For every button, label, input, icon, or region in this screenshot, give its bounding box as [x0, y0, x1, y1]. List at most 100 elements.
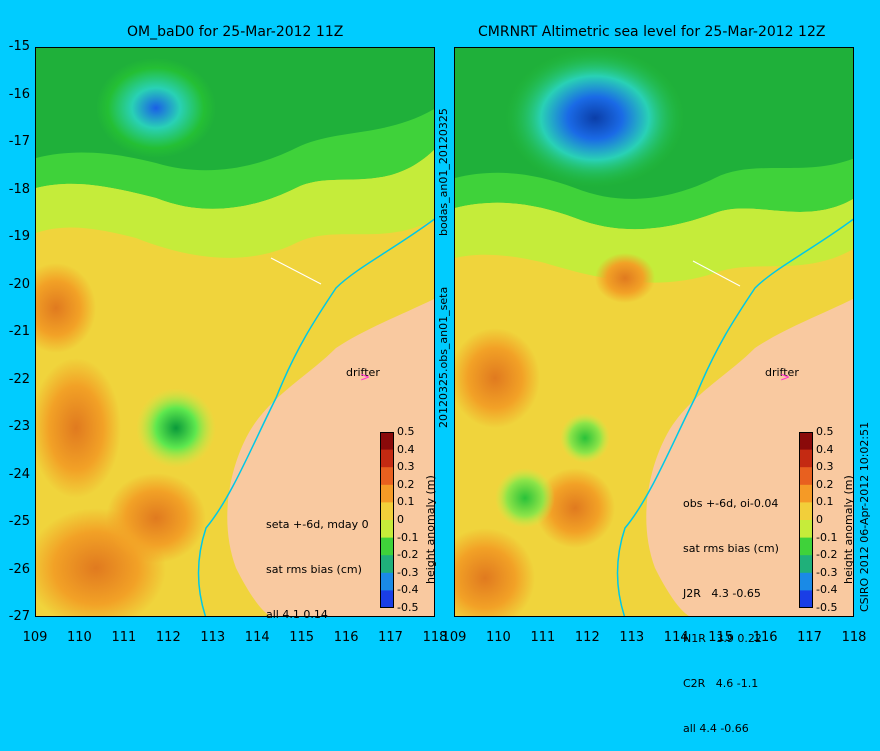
y-tick-label: -26: [8, 561, 30, 577]
colorbar-tick-label: 0.2: [397, 477, 415, 491]
x-tick-label: 112: [155, 630, 181, 645]
y-tick-label: -15: [8, 39, 30, 54]
colorbar-segment: [799, 537, 813, 556]
left-stats-line: seta +-6d, mday 0: [266, 518, 369, 531]
right-stats-line: all 4.4 -0.66: [683, 722, 749, 735]
left-colorbar: [380, 432, 394, 608]
colorbar-segment: [380, 520, 394, 539]
x-tick-label: 111: [530, 630, 556, 645]
colorbar-border: [380, 432, 394, 608]
left-stats-line: sat rms bias (cm): [266, 563, 362, 576]
colorbar-segment: [799, 520, 813, 539]
x-tick-label: 113: [619, 630, 645, 645]
right-stats-line: J2R 4.3 -0.65: [683, 587, 761, 600]
colorbar-tick-label: -0.1: [397, 530, 419, 544]
right-stats-line: N1R 3.9 0.22: [683, 632, 762, 645]
x-tick-label: 112: [574, 630, 600, 645]
colorbar-segment: [799, 502, 813, 521]
y-tick-label: -20: [8, 276, 30, 292]
colorbar-tick-label: -0.3: [816, 565, 838, 579]
y-tick-label: -19: [8, 229, 30, 244]
colorbar-tick-label: -0.4: [816, 583, 838, 597]
x-tick-label: 118: [841, 630, 867, 645]
colorbar-segment: [380, 572, 394, 591]
x-tick-label: 114: [244, 630, 270, 645]
colorbar-segment: [799, 572, 813, 591]
left-map-field: [36, 48, 434, 616]
x-tick-label: 115: [289, 630, 315, 645]
colorbar-tick-label: 0.4: [816, 442, 834, 456]
x-tick-label: 116: [333, 630, 359, 645]
x-tick-label: 110: [486, 630, 511, 645]
y-tick-label: -25: [8, 514, 30, 529]
colorbar-tick-label: 0.3: [816, 460, 834, 474]
y-tick-label: -23: [8, 419, 30, 434]
colorbar-segment: [799, 449, 813, 468]
colorbar-segment: [380, 432, 394, 451]
x-tick-label: 117: [797, 630, 822, 645]
credit-label: CSIRO 2012 06-Apr-2012 10:02:51: [858, 421, 871, 612]
colorbar-tick-label: 0.1: [816, 495, 834, 509]
y-tick-label: -17: [8, 134, 30, 149]
right-stats-line: obs +-6d, oi-0.04: [683, 497, 779, 510]
colorbar-segment: [380, 502, 394, 521]
colorbar-tick-label: -0.4: [397, 583, 419, 597]
right-drifter-marker: >: [780, 370, 791, 384]
colorbar-segment: [799, 467, 813, 486]
colorbar-tick-label: -0.3: [397, 565, 419, 579]
colorbar-segment: [380, 555, 394, 574]
colorbar-tick-label: -0.5: [397, 601, 419, 614]
colorbar-tick-label: 0.4: [397, 442, 415, 456]
middle-label-bottom: 20120325.obs_an01_seta: [437, 286, 450, 428]
right-colorbar: [799, 432, 813, 608]
right-colorbar-label: height anomaly (m): [842, 475, 855, 584]
left-drifter-label: drifter: [346, 366, 380, 379]
colorbar-segment: [799, 432, 813, 451]
left-colorbar-label: height anomaly (m): [424, 475, 437, 584]
left-drifter-marker: >: [360, 370, 371, 384]
right-stats-line: C2R 4.6 -1.1: [683, 677, 759, 690]
colorbar-segment: [799, 590, 813, 608]
colorbar-tick-label: -0.5: [816, 601, 838, 614]
x-tick-label: 109: [22, 630, 48, 645]
x-tick-label: 118: [422, 630, 448, 645]
right-stats-line: sat rms bias (cm): [683, 542, 779, 555]
left-stats-line: all 4.1 0.14: [266, 608, 328, 621]
colorbar-segment: [380, 537, 394, 556]
colorbar-tick-label: 0.1: [397, 495, 415, 509]
right-drifter-label: drifter: [765, 366, 799, 379]
x-tick-label: 115: [708, 630, 734, 645]
colorbar-tick-label: 0.5: [397, 425, 415, 438]
y-tick-label: -16: [8, 86, 30, 102]
colorbar-segment: [380, 484, 394, 503]
colorbar-tick-label: 0.5: [816, 425, 834, 438]
colorbar-segment: [380, 590, 394, 608]
colorbar-tick-label: 0.3: [397, 460, 415, 474]
right-map-panel: [454, 47, 854, 617]
y-tick-label: -24: [8, 466, 30, 482]
left-stats: seta +-6d, mday 0 sat rms bias (cm) all …: [266, 487, 369, 637]
x-tick-label: 109: [441, 630, 467, 645]
colorbar-tick-label: -0.1: [816, 530, 838, 544]
x-tick-label: 116: [752, 630, 778, 645]
colorbar-tick-label: 0.2: [816, 477, 834, 491]
colorbar-segment: [799, 484, 813, 503]
colorbar-tick-label: -0.2: [816, 548, 838, 562]
x-tick-label: 113: [200, 630, 226, 645]
colorbar-border: [799, 432, 813, 608]
colorbar-tick-label: 0: [816, 513, 823, 526]
right-map-title: CMRNRT Altimetric sea level for 25-Mar-2…: [478, 24, 826, 40]
colorbar-segment: [380, 467, 394, 486]
colorbar-tick-label: 0: [397, 513, 404, 526]
y-tick-label: -21: [8, 324, 30, 339]
y-tick-label: -27: [8, 609, 30, 624]
right-stats: obs +-6d, oi-0.04 sat rms bias (cm) J2R …: [683, 466, 779, 751]
y-tick-label: -22: [8, 371, 30, 387]
y-tick-label: -18: [8, 181, 30, 197]
colorbar-tick-label: -0.2: [397, 548, 419, 562]
left-map-panel: [35, 47, 435, 617]
x-tick-label: 111: [111, 630, 137, 645]
middle-label-top: bodas_an01_20120325: [437, 108, 450, 236]
colorbar-segment: [799, 555, 813, 574]
left-map-title: OM_baD0 for 25-Mar-2012 11Z: [127, 24, 344, 40]
